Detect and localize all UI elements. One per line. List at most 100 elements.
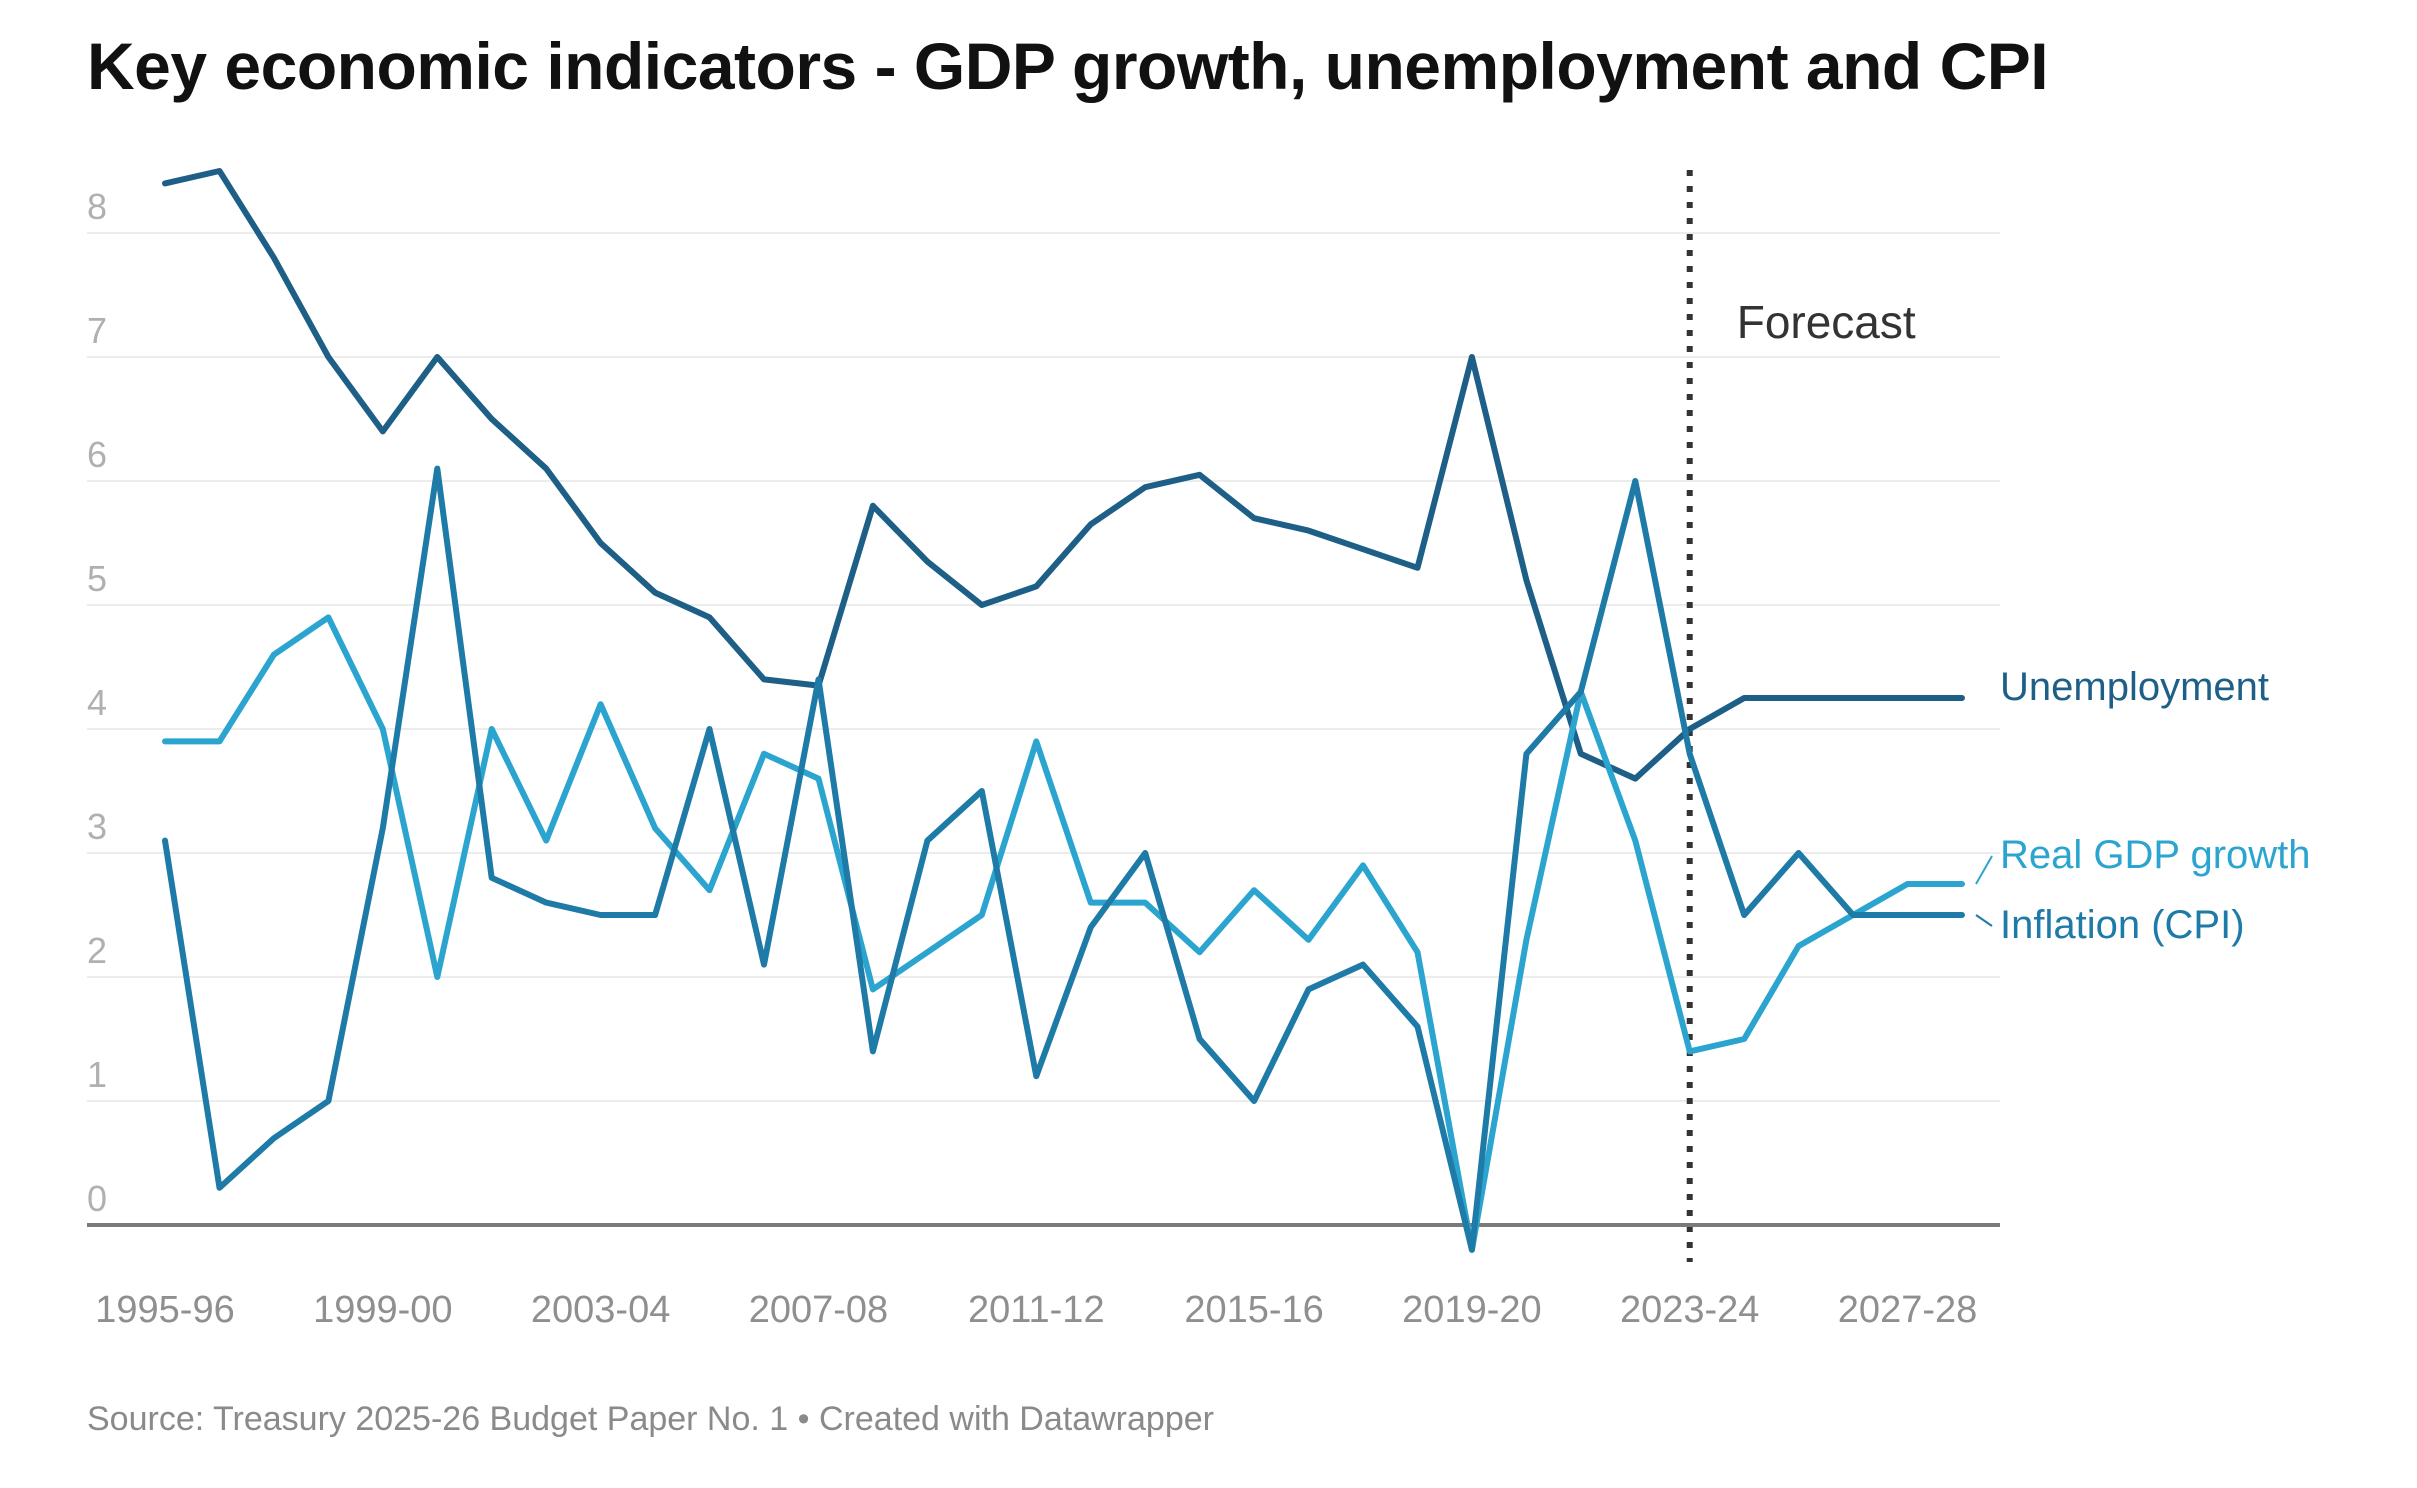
data-point-unemployment (980, 603, 984, 607)
data-point-unemployment (1906, 696, 1910, 700)
y-tick-label: 1 (87, 1054, 107, 1095)
data-point-real-gdp-growth (871, 987, 875, 991)
x-tick-label: 2003-04 (531, 1289, 670, 1331)
series-label-inflation-cpi: Inflation (CPI) (2000, 903, 2245, 947)
data-point-inflation-cpi (544, 901, 548, 905)
data-point-inflation-cpi (653, 913, 657, 917)
data-point-inflation-cpi (1089, 925, 1093, 929)
data-point-inflation-cpi (1579, 690, 1583, 694)
data-point-inflation-cpi (490, 876, 494, 880)
data-point-unemployment (490, 417, 494, 421)
data-point-real-gdp-growth (1252, 888, 1256, 892)
data-point-unemployment (1361, 547, 1365, 551)
series-label-real-gdp-growth: Real GDP growth (2000, 833, 2311, 877)
data-point-real-gdp-growth (1143, 901, 1147, 905)
data-point-unemployment (1198, 473, 1202, 477)
label-connector (1975, 914, 1993, 927)
data-point-real-gdp-growth (1361, 863, 1365, 867)
y-tick-label: 4 (87, 682, 107, 723)
data-point-inflation-cpi (1198, 1037, 1202, 1041)
data-point-real-gdp-growth (163, 739, 167, 743)
data-point-unemployment (1851, 696, 1855, 700)
y-tick-label: 6 (87, 434, 107, 475)
y-axis: 0 1 2 3 4 5 6 7 8 (87, 186, 2000, 1227)
data-point-unemployment (1688, 727, 1692, 731)
data-point-unemployment (1415, 566, 1419, 570)
data-point-real-gdp-growth (1688, 1049, 1692, 1053)
data-point-inflation-cpi (1415, 1025, 1419, 1029)
data-point-unemployment (762, 677, 766, 681)
data-point-real-gdp-growth (217, 739, 221, 743)
data-point-real-gdp-growth (1198, 950, 1202, 954)
data-point-inflation-cpi (272, 1136, 276, 1140)
data-point-unemployment (1089, 522, 1093, 526)
data-point-unemployment (599, 541, 603, 545)
data-point-real-gdp-growth (599, 702, 603, 706)
data-point-real-gdp-growth (816, 777, 820, 781)
series-line-unemployment (162, 168, 1965, 782)
data-point-inflation-cpi (1252, 1099, 1256, 1103)
data-point-unemployment (217, 169, 221, 173)
data-point-unemployment (1252, 516, 1256, 520)
data-point-unemployment (871, 504, 875, 508)
data-point-unemployment (1579, 752, 1583, 756)
data-point-real-gdp-growth (1307, 938, 1311, 942)
data-point-unemployment (1470, 355, 1474, 359)
data-point-inflation-cpi (762, 963, 766, 967)
data-point-inflation-cpi (1797, 851, 1801, 855)
data-point-real-gdp-growth (326, 615, 330, 619)
source-note: Source: Treasury 2025-26 Budget Paper No… (87, 1400, 1214, 1438)
data-point-unemployment (653, 591, 657, 595)
data-point-real-gdp-growth (1960, 882, 1964, 886)
x-tick-label: 2011-12 (968, 1289, 1105, 1331)
data-point-unemployment (925, 560, 929, 564)
data-point-inflation-cpi (708, 727, 712, 731)
x-tick-label: 1999-00 (313, 1289, 452, 1331)
data-point-real-gdp-growth (1415, 950, 1419, 954)
data-point-inflation-cpi (1742, 913, 1746, 917)
data-point-real-gdp-growth (1524, 938, 1528, 942)
y-tick-label: 3 (87, 806, 107, 847)
data-point-unemployment (1034, 584, 1038, 588)
data-point-unemployment (1960, 696, 1964, 700)
data-point-unemployment (708, 615, 712, 619)
data-point-inflation-cpi (1143, 851, 1147, 855)
data-point-inflation-cpi (1688, 752, 1692, 756)
data-point-inflation-cpi (163, 839, 167, 843)
data-point-real-gdp-growth (1742, 1037, 1746, 1041)
data-point-inflation-cpi (1851, 913, 1855, 917)
data-point-inflation-cpi (1361, 963, 1365, 967)
y-tick-label: 0 (87, 1178, 107, 1219)
data-point-unemployment (163, 181, 167, 185)
data-point-real-gdp-growth (544, 839, 548, 843)
data-point-unemployment (1742, 696, 1746, 700)
y-tick-label: 2 (87, 930, 107, 971)
data-point-inflation-cpi (381, 826, 385, 830)
data-point-real-gdp-growth (1906, 882, 1910, 886)
x-tick-label: 2007-08 (749, 1289, 888, 1331)
series-labels: Unemployment Real GDP growth Inflation (CP… (1975, 665, 2311, 947)
data-point-inflation-cpi (925, 839, 929, 843)
gridlines (87, 232, 2000, 1102)
data-point-real-gdp-growth (762, 752, 766, 756)
y-tick-label: 8 (87, 186, 107, 227)
data-point-inflation-cpi (326, 1099, 330, 1103)
data-point-real-gdp-growth (381, 727, 385, 731)
data-point-real-gdp-growth (490, 727, 494, 731)
forecast-label: Forecast (1737, 296, 1916, 348)
data-point-real-gdp-growth (708, 888, 712, 892)
x-tick-label: 2027-28 (1838, 1289, 1977, 1331)
data-point-inflation-cpi (1034, 1074, 1038, 1078)
data-point-inflation-cpi (1307, 987, 1311, 991)
data-point-unemployment (381, 429, 385, 433)
series-label-unemployment: Unemployment (2000, 665, 2269, 709)
series-line-inflation-cpi (162, 465, 1965, 1253)
y-tick-label: 5 (87, 558, 107, 599)
data-point-real-gdp-growth (925, 950, 929, 954)
x-tick-label: 1995-96 (95, 1289, 234, 1331)
data-point-real-gdp-growth (980, 913, 984, 917)
data-point-inflation-cpi (599, 913, 603, 917)
x-tick-label: 2015-16 (1184, 1289, 1323, 1331)
data-point-inflation-cpi (816, 677, 820, 681)
